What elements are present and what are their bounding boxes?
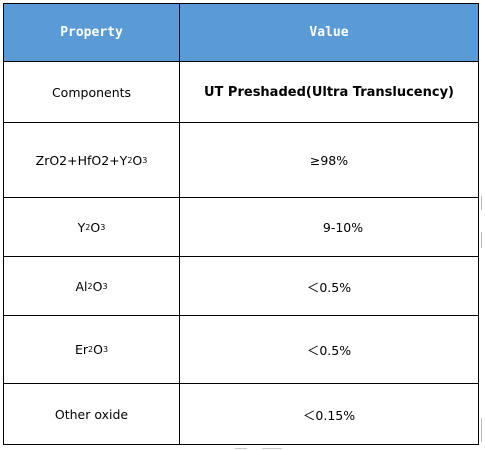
formula-subscript: 2	[127, 155, 133, 165]
property-table: Property Value Components UT Preshaded(U…	[3, 3, 479, 445]
scan-edge-mark	[262, 448, 282, 449]
formula-subscript: 2	[85, 222, 91, 232]
formula-text: Y	[77, 219, 86, 235]
formula-subscript: 3	[100, 222, 106, 232]
value-cell: 9-10%	[322, 219, 364, 235]
table-row: Components UT Preshaded(Ultra Translucen…	[4, 62, 478, 123]
value-cell: UT Preshaded(Ultra Translucency)	[203, 84, 454, 100]
formula-text: Er	[74, 342, 88, 357]
formula-text: O	[93, 342, 103, 357]
table-row: Other oxide ＜0.15%	[4, 384, 478, 444]
header-property: Property	[4, 4, 180, 61]
value-cell: ＜0.15%	[302, 407, 356, 423]
formula-text: O	[132, 152, 143, 168]
table-row: Al 2 O 3 ＜0.5%	[4, 257, 478, 316]
formula-subscript: 3	[102, 345, 109, 354]
value-cell: ≥98%	[309, 152, 349, 168]
property-cell: ZrO2+HfO2+Y 2 O 3	[4, 123, 180, 197]
value-cell: ＜0.5%	[306, 343, 352, 358]
property-cell: Other oxide	[4, 384, 180, 444]
header-value: Value	[309, 25, 349, 40]
formula-text: Al	[75, 278, 88, 294]
table-row: ZrO2+HfO2+Y 2 O 3 ≥98%	[4, 123, 478, 198]
table-row: Er 2 O 3 ＜0.5%	[4, 316, 478, 384]
formula-subscript: 3	[102, 281, 108, 291]
formula-subscript: 3	[142, 155, 148, 165]
scan-edge-mark	[481, 418, 482, 442]
value-cell: ＜0.5%	[306, 279, 352, 295]
property-cell: Er 2 O 3	[4, 316, 180, 383]
property-cell: Components	[4, 62, 180, 122]
scan-edge-mark	[235, 448, 247, 449]
property-cell: Al 2 O 3	[4, 257, 180, 315]
scan-edge-mark	[481, 196, 482, 210]
table-header-row: Property Value	[4, 4, 478, 62]
formula-subscript: 2	[88, 345, 94, 354]
formula-text: ZrO2+HfO2+Y	[35, 152, 128, 168]
formula-text: O	[90, 219, 101, 235]
formula-subscript: 2	[87, 281, 93, 291]
scan-edge-mark	[481, 232, 482, 248]
formula-text: O	[92, 278, 103, 294]
